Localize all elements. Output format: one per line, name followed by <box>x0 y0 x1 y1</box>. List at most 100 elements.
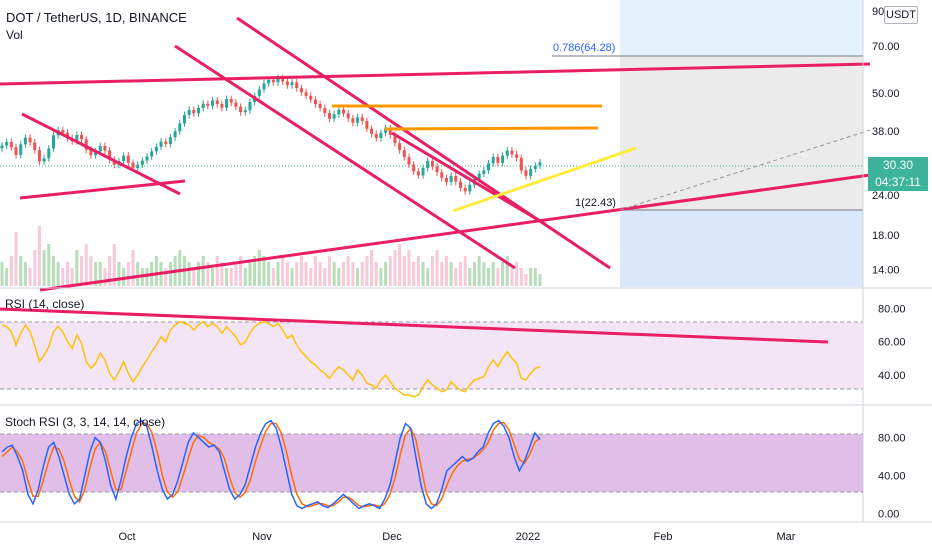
candle <box>187 106 191 119</box>
candle <box>309 92 313 104</box>
candle <box>458 178 462 192</box>
volume-bars <box>0 226 542 286</box>
minor-downtrend <box>391 131 546 226</box>
volume-bar <box>178 250 182 286</box>
volume-bar <box>384 262 388 286</box>
candle <box>51 131 55 152</box>
candle <box>332 110 336 123</box>
candle <box>239 103 243 116</box>
volume-bar <box>374 262 378 286</box>
candle <box>468 181 472 195</box>
fib-label-1: 1(22.43) <box>575 197 616 209</box>
candle <box>491 153 495 167</box>
volume-bar <box>515 262 519 286</box>
rsi-tick-label: 80.00 <box>878 303 906 315</box>
quote-currency-button[interactable]: USDT <box>884 6 918 24</box>
volume-bar <box>94 262 98 286</box>
rsi-label[interactable]: RSI (14, close) <box>5 297 85 311</box>
candle <box>505 147 509 160</box>
volume-bar <box>365 256 369 286</box>
candle <box>299 84 303 96</box>
candle <box>262 79 266 93</box>
time-tick-label: Dec <box>382 531 402 543</box>
support-trendline-left <box>19 179 186 200</box>
volume-bar <box>112 244 116 286</box>
time-axis[interactable]: Oct Nov Dec 2022 Feb Mar <box>118 531 795 543</box>
price-tick-label: 50.00 <box>872 88 900 100</box>
candle <box>145 153 149 165</box>
rsi-line <box>1 320 541 398</box>
candle <box>19 140 23 159</box>
candle <box>295 78 299 92</box>
volume-bar <box>19 256 23 286</box>
candle <box>482 166 486 178</box>
volume-bar <box>313 256 317 286</box>
volume-bar <box>440 262 444 286</box>
candle <box>454 172 458 186</box>
rsi-axis: 80.00 60.00 40.00 <box>878 303 906 382</box>
volume-bar <box>524 274 528 286</box>
descending-channel-lower <box>236 16 611 270</box>
candle <box>398 139 402 154</box>
volume-bar <box>496 268 500 286</box>
candle <box>351 114 355 127</box>
volume-bar <box>342 262 346 286</box>
projection-zone-upper <box>620 0 863 56</box>
candle <box>529 165 533 180</box>
volume-bar <box>430 256 434 286</box>
volume-bar <box>262 256 266 286</box>
volume-bar <box>472 262 477 286</box>
candle <box>196 104 200 117</box>
candle <box>501 152 505 167</box>
volume-bar <box>220 262 224 286</box>
volume-bar <box>42 250 46 286</box>
candle <box>337 106 341 118</box>
volume-bar <box>370 250 374 286</box>
volume-bar <box>463 256 467 286</box>
candle <box>182 111 186 127</box>
volume-bar <box>126 262 130 286</box>
candle <box>524 166 528 180</box>
volume-bar <box>332 262 336 286</box>
volume-bar <box>402 256 406 286</box>
volume-bar <box>229 268 233 286</box>
last-price-badge: 30.30 04:37:11 <box>868 157 928 191</box>
volume-bar <box>299 256 303 286</box>
price-tick-label: 14.00 <box>872 265 900 277</box>
volume-bar <box>281 256 285 286</box>
volume-bar <box>131 250 135 286</box>
volume-bar <box>491 262 495 286</box>
candle <box>533 162 537 173</box>
volume-bar <box>388 256 392 286</box>
volume-bar <box>14 232 18 286</box>
projection-zone-lower <box>620 210 863 287</box>
candle <box>318 100 322 112</box>
time-tick-label: Oct <box>118 531 135 543</box>
price-tick-label: 24.00 <box>872 190 900 202</box>
volume-bar <box>538 274 542 286</box>
volume-label: Vol <box>6 28 23 42</box>
volume-bar <box>89 256 93 286</box>
volume-bar <box>356 268 360 286</box>
candle <box>80 131 84 143</box>
candle <box>449 172 453 186</box>
volume-bar <box>407 250 411 286</box>
candle <box>84 135 88 154</box>
volume-bar <box>276 262 280 286</box>
volume-bar <box>477 256 481 286</box>
stoch-rsi-label[interactable]: Stoch RSI (3, 3, 14, 14, close) <box>5 415 166 429</box>
volume-bar <box>510 268 514 286</box>
volume-bar <box>23 262 27 286</box>
volume-bar <box>398 244 402 286</box>
candle <box>108 147 112 164</box>
time-tick-label: Feb <box>654 531 673 543</box>
price-tick-label: 38.00 <box>872 126 900 138</box>
candle <box>14 143 18 159</box>
top-trendline <box>0 62 871 86</box>
volume-bar <box>108 256 112 286</box>
volume-bar <box>449 262 453 286</box>
volume-bar <box>5 268 9 286</box>
volume-bar <box>309 268 313 286</box>
